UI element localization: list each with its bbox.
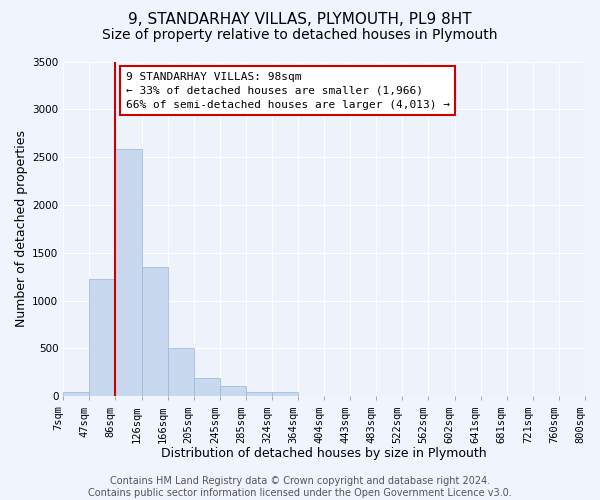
Text: Size of property relative to detached houses in Plymouth: Size of property relative to detached ho… [102, 28, 498, 42]
Bar [220, 386, 246, 396]
X-axis label: Distribution of detached houses by size in Plymouth: Distribution of detached houses by size … [161, 447, 487, 460]
Text: 9 STANDARHAY VILLAS: 98sqm
← 33% of detached houses are smaller (1,966)
66% of s: 9 STANDARHAY VILLAS: 98sqm ← 33% of deta… [126, 72, 450, 110]
Bar [167, 348, 194, 397]
Bar [63, 392, 89, 396]
Bar [115, 148, 142, 396]
Y-axis label: Number of detached properties: Number of detached properties [15, 130, 28, 328]
Bar [246, 392, 272, 396]
Bar [142, 267, 167, 396]
Text: Contains HM Land Registry data © Crown copyright and database right 2024.
Contai: Contains HM Land Registry data © Crown c… [88, 476, 512, 498]
Bar [272, 392, 298, 396]
Text: 9, STANDARHAY VILLAS, PLYMOUTH, PL9 8HT: 9, STANDARHAY VILLAS, PLYMOUTH, PL9 8HT [128, 12, 472, 28]
Bar [89, 278, 115, 396]
Bar [194, 378, 220, 396]
